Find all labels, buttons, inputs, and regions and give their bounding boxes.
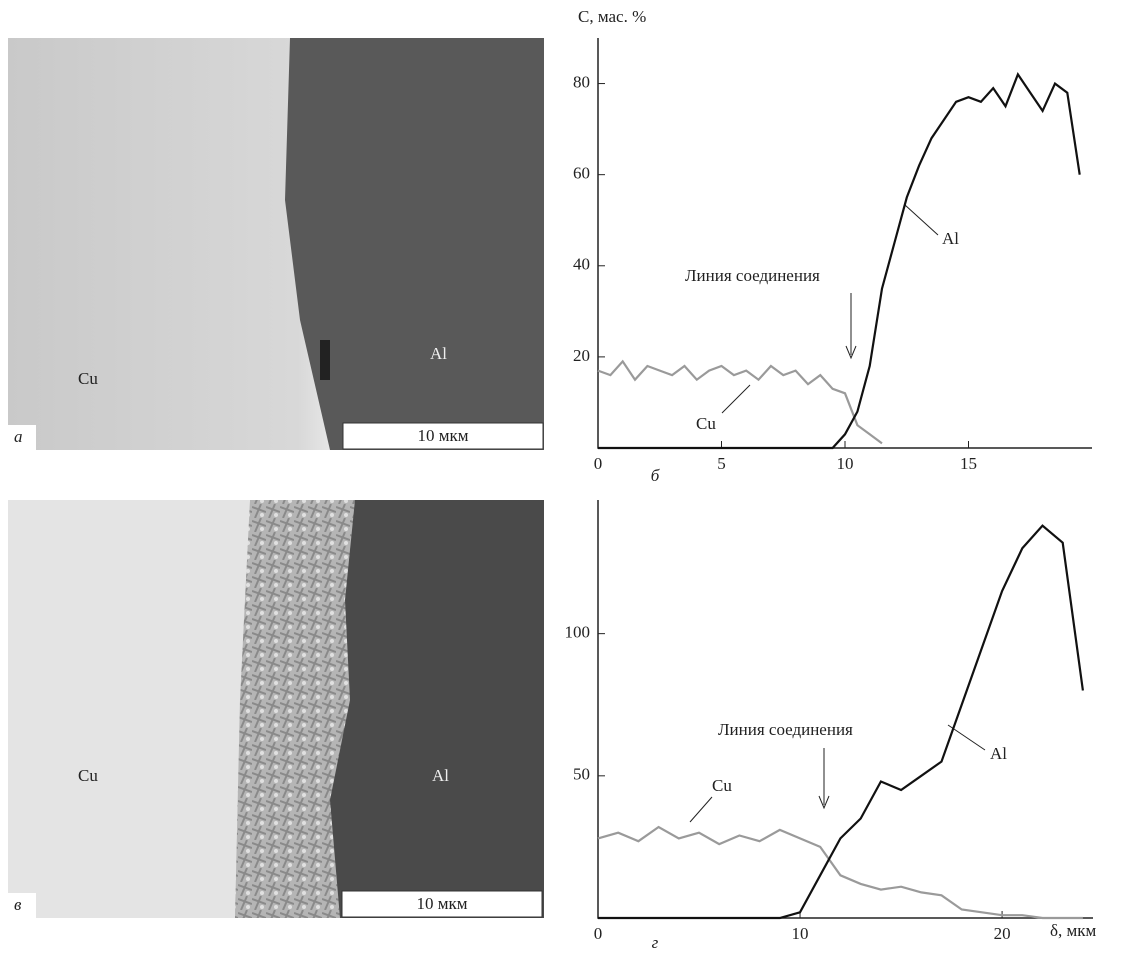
panel-box (8, 425, 36, 450)
annotation: Cu (696, 414, 716, 433)
al-label: Al (432, 766, 449, 785)
cu-region (8, 500, 250, 918)
panel-letter: в (14, 895, 22, 914)
y-tick-label: 40 (573, 255, 590, 274)
series-line (597, 825, 1083, 920)
panel-box (8, 893, 36, 918)
micrograph-a: 10 мкм Cu Al а (8, 38, 544, 450)
arrow (845, 293, 857, 360)
series-line (598, 524, 1084, 920)
annotation: Al (990, 744, 1007, 763)
y-tick-label: 60 (573, 164, 590, 183)
leader (721, 384, 751, 414)
arrow (818, 748, 830, 810)
x-tick-label: 20 (994, 924, 1011, 943)
cu-label: Cu (78, 766, 98, 785)
scale-bar (342, 422, 544, 450)
x-tick-label: 0 (594, 454, 603, 473)
annotation: Линия соединения (718, 720, 853, 739)
x-tick-label: 5 (717, 454, 726, 473)
defect (320, 340, 330, 380)
x-axis-label: δ, мкм (1050, 921, 1097, 940)
x-tick-label: 10 (837, 454, 854, 473)
annotation: Cu (712, 776, 732, 795)
al-label: Al (430, 344, 447, 363)
y-tick-label: 50 (573, 765, 590, 784)
panel-letter: а (14, 427, 23, 446)
annotation: Al (942, 229, 959, 248)
cu-region (8, 38, 330, 450)
scale-label: 10 мкм (417, 426, 468, 445)
scale-label: 10 мкм (416, 894, 467, 913)
y-tick-label: 80 (573, 72, 590, 91)
series-line (597, 359, 883, 445)
y-tick-label: 100 (565, 623, 591, 642)
axis-line (597, 38, 1092, 449)
x-tick-label: 15 (960, 454, 977, 473)
micrograph-b: 10 мкм Cu Al в (8, 500, 544, 918)
x-tick-label: 10 (792, 924, 809, 943)
series-line (598, 72, 1081, 450)
intermetallic-layer (235, 500, 355, 918)
panel-letter: г (652, 933, 659, 952)
y-tick-label: 20 (573, 346, 590, 365)
leader (904, 204, 939, 236)
scale-bar (341, 890, 543, 918)
panel-letter: б (651, 466, 660, 485)
x-tick-label: 0 (594, 924, 603, 943)
axis-line (597, 500, 1093, 919)
leader (689, 796, 713, 823)
annotation: Линия соединения (685, 266, 820, 285)
cu-label: Cu (78, 369, 98, 388)
y-axis-label: C, мас. % (578, 7, 646, 26)
